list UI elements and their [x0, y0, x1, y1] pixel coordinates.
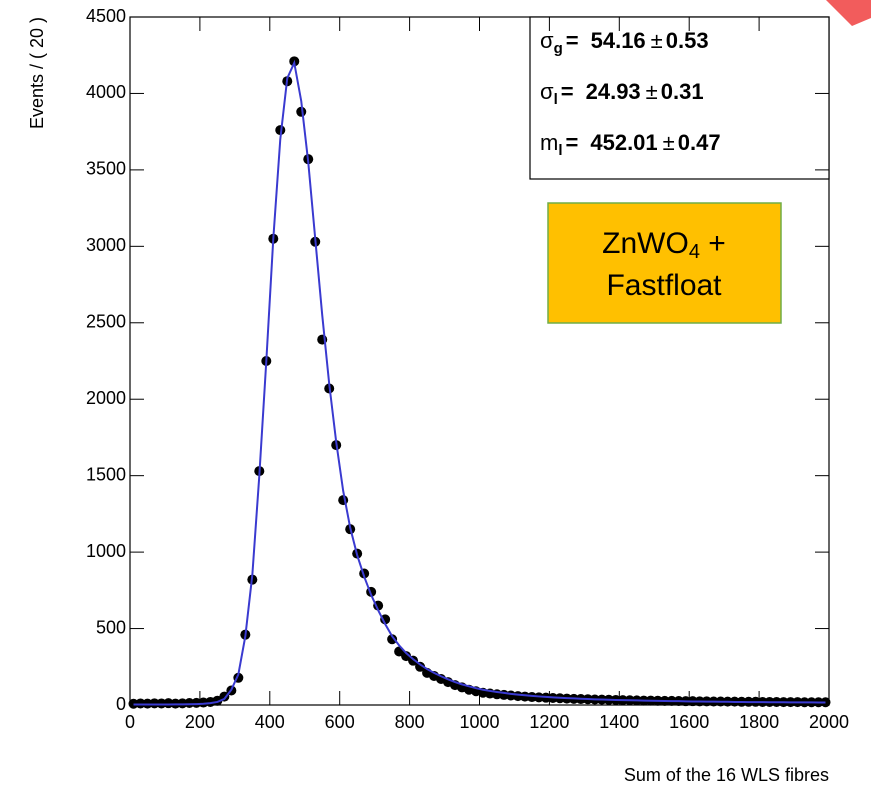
x-tick-label: 2000 — [809, 712, 849, 732]
x-tick-label: 0 — [125, 712, 135, 732]
y-tick-label: 3500 — [86, 159, 126, 179]
data-point — [338, 495, 349, 506]
y-tick-label: 2500 — [86, 312, 126, 332]
x-tick-label: 800 — [395, 712, 425, 732]
annotation-box — [547, 202, 782, 324]
fit-curve — [133, 59, 826, 706]
data-point — [275, 125, 286, 136]
stat-error: 0.53 — [666, 28, 709, 53]
stat-error: 0.47 — [678, 130, 721, 155]
stat-value: 54.16 — [591, 28, 646, 53]
x-tick-label: 1800 — [739, 712, 779, 732]
stat-equals: = — [561, 79, 574, 104]
data-point — [820, 697, 831, 708]
stat-equals: = — [566, 28, 579, 53]
y-tick-label: 0 — [116, 694, 126, 714]
stat-pm: ± — [651, 28, 663, 53]
x-tick-label: 1200 — [529, 712, 569, 732]
y-tick-label: 3000 — [86, 235, 126, 255]
stats-box — [529, 16, 830, 180]
stat-line: ml = 452.01 ±0.47 — [540, 130, 721, 159]
stat-subscript: l — [554, 91, 558, 108]
stat-symbol: σ — [540, 28, 554, 53]
stat-line: σg = 54.16 ±0.53 — [540, 28, 709, 57]
x-axis-label: Sum of the 16 WLS fibres — [624, 765, 829, 785]
data-point — [184, 698, 195, 709]
annotation-subscript: 4 — [689, 241, 700, 263]
annotation-suffix: + — [700, 227, 726, 260]
y-axis-label: Events / ( 20 ) — [27, 17, 47, 129]
stat-pm: ± — [663, 130, 675, 155]
x-tick-label: 1600 — [669, 712, 709, 732]
stat-error: 0.31 — [661, 79, 704, 104]
x-tick-label: 1000 — [459, 712, 499, 732]
data-point — [387, 634, 398, 645]
y-tick-label: 500 — [96, 617, 126, 637]
annotation-line: ZnWO4 + — [602, 227, 726, 263]
stat-value: 452.01 — [590, 130, 657, 155]
data-point — [149, 698, 160, 709]
x-tick-label: 400 — [255, 712, 285, 732]
y-tick-label: 1500 — [86, 464, 126, 484]
stat-line: σl = 24.93 ±0.31 — [540, 79, 704, 108]
x-tick-label: 200 — [185, 712, 215, 732]
stat-subscript: g — [554, 40, 563, 57]
data-point — [415, 661, 426, 672]
annotation-line2: Fastfloat — [606, 269, 722, 302]
stat-equals: = — [566, 130, 579, 155]
stat-symbol: σ — [540, 79, 554, 104]
stat-symbol: m — [540, 130, 558, 155]
y-tick-label: 4500 — [86, 6, 126, 26]
stat-pm: ± — [646, 79, 658, 104]
stat-subscript: l — [558, 142, 562, 159]
x-tick-label: 1400 — [599, 712, 639, 732]
corner-decoration — [826, 0, 871, 26]
y-tick-label: 2000 — [86, 388, 126, 408]
data-point — [135, 698, 146, 709]
y-tick-label: 1000 — [86, 541, 126, 561]
y-tick-label: 4000 — [86, 82, 126, 102]
x-tick-label: 600 — [325, 712, 355, 732]
stat-value: 24.93 — [586, 79, 641, 104]
annotation-text: ZnWO — [602, 227, 689, 260]
